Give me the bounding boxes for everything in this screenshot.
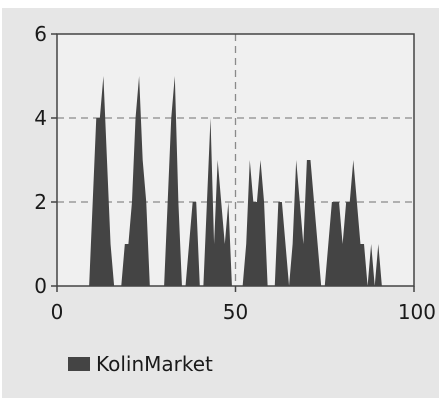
legend-label: KolinMarket (96, 352, 213, 376)
grid-lines (57, 34, 414, 286)
legend: KolinMarket (68, 352, 213, 376)
x-tick-label-50: 50 (223, 300, 248, 324)
axis-ticks (51, 33, 415, 292)
tick-labels: 0 2 4 6 0 50 100 (34, 22, 436, 324)
legend-swatch (68, 357, 90, 371)
y-tick-label-0: 0 (34, 274, 47, 298)
y-tick-label-6: 6 (34, 22, 47, 46)
area-series (89, 76, 382, 286)
x-tick-label-100: 100 (398, 300, 436, 324)
area-series-0 (89, 76, 382, 286)
y-tick-label-4: 4 (34, 106, 47, 130)
y-tick-label-2: 2 (34, 190, 47, 214)
x-tick-label-0: 0 (51, 300, 64, 324)
